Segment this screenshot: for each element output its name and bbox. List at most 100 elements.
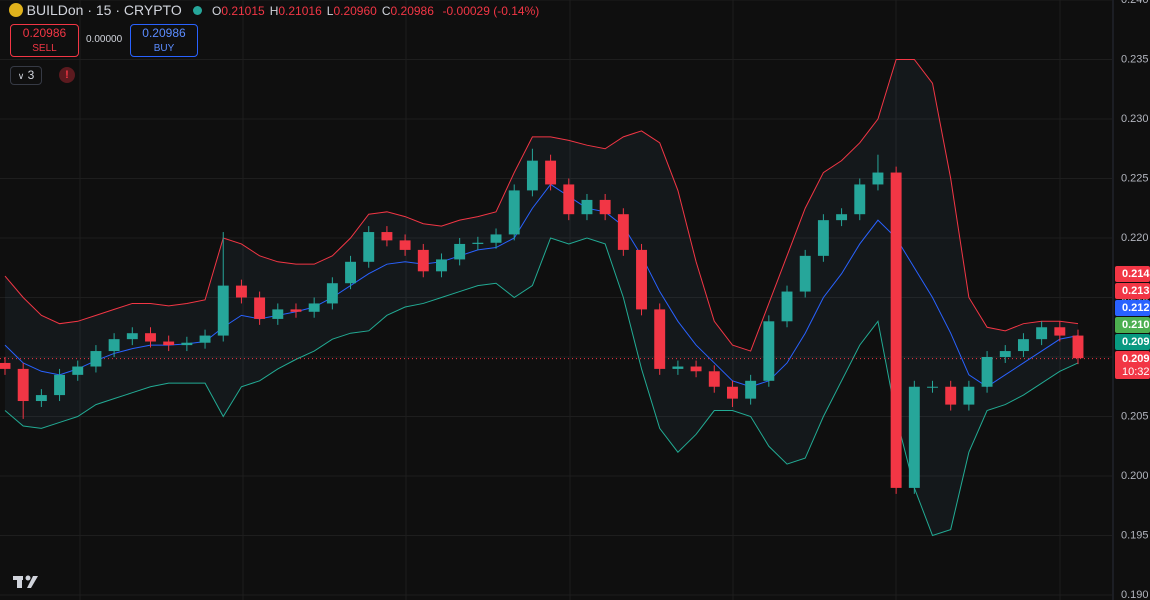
candle-body [799,255,811,292]
price-badge [1115,334,1150,350]
price-badge-label: 0.209 [1122,353,1150,365]
buy-label: BUY [153,43,175,54]
y-tick-label: 0.235 [1121,53,1149,65]
candle-body [35,395,47,402]
ohlc: O0.21015 H0.21016 L0.20960 C0.20986 [212,3,439,18]
price-badge-label: 0.210 [1122,319,1150,331]
candle-body [17,368,29,402]
change: -0.00029 (-0.14%) [442,4,540,18]
candle-body [745,380,757,399]
indicators-count: 3 [27,68,35,82]
price-badge-label: 0.214 [1122,268,1150,280]
candle-body [999,351,1011,357]
candle-body [672,366,684,369]
candle-body [908,386,920,488]
y-tick-label: 0.240 [1121,0,1149,6]
candle-body [145,333,156,342]
candle-body [363,232,375,262]
candle-body [854,184,866,215]
candle-body [963,386,975,405]
candle-body [272,309,284,319]
candle-body [654,309,666,369]
candle-body [1017,339,1029,352]
candle-body [508,190,520,235]
price-badge-timer: 10:32 [1122,366,1150,378]
candle-body [526,160,538,191]
candle-body [1036,327,1048,340]
candle-body [1054,327,1066,336]
ohlc-value: 0.21016 [278,4,322,18]
candle-body [181,342,193,346]
price-badge-label: 0.209 [1122,336,1150,348]
candle-body [126,333,138,340]
candle-body [763,321,775,381]
y-tick-label: 0.200 [1121,470,1149,482]
candle-body [599,199,611,215]
ohlc-value: 0.21015 [221,4,265,18]
candle-body [636,249,647,310]
candle-body [108,339,120,352]
candle-body [708,371,720,387]
symbol[interactable]: BUILDon · 15 · CRYPTO [26,2,182,18]
candle-body [72,366,84,375]
buy-button[interactable]: 0.20986 BUY [130,24,198,57]
candle-body [417,249,429,272]
candle-body [199,335,211,343]
y-tick-label: 0.220 [1121,232,1149,244]
candle-body [0,362,11,369]
ohlc-key: O [211,4,222,18]
candle-body [727,386,738,399]
error-icon[interactable]: ! [59,67,75,83]
candle-body [545,160,557,185]
sell-button[interactable]: 0.20986 SELL [10,24,79,57]
price-badge-label: 0.213 [1122,285,1150,297]
y-tick-label: 0.195 [1121,529,1149,541]
price-badge [1115,266,1150,282]
candle-body [690,366,702,372]
symbol-row: BUILDon · 15 · CRYPTO O0.21015 H0.21016 L0… [9,2,539,18]
price-badge [1115,351,1150,379]
price-badge [1115,283,1150,299]
candle-body [326,283,338,304]
spread: 0.00000 [86,34,123,45]
candle-body [781,291,793,322]
candle-body [290,309,302,312]
price-badge [1115,300,1150,316]
price-badge [1115,317,1150,333]
price-badge-label: 0.212 [1122,302,1150,314]
symbol-icon [9,3,23,17]
candle-body [981,357,993,387]
y-tick-label: 0.205 [1121,410,1149,422]
y-tick-label: 0.190 [1121,589,1149,600]
candle-body [872,172,884,185]
band-line [4,59,1079,352]
candle-body [217,285,229,336]
candle-body [163,341,175,346]
candle-body [399,240,411,250]
candle-body [308,303,320,312]
candle-body [1072,335,1084,359]
status-dot [193,6,203,15]
indicators-toggle[interactable]: ∨ 3 [10,66,42,85]
ohlc-key: C [381,4,391,18]
candle-body [454,243,466,260]
candle-body [472,242,484,244]
candle-body [817,220,829,256]
ohlc-key: H [269,4,279,18]
tv-logo [13,575,38,588]
buy-price: 0.20986 [142,26,186,40]
candle-body [90,351,102,367]
candle-body [254,297,266,319]
ohlc-key: L [326,4,334,18]
sell-price: 0.20986 [22,26,67,40]
candle-body [490,234,502,243]
chevron: ∨ [17,71,25,81]
band-fill [5,59,1078,536]
candle-body [345,261,356,284]
candle-body [890,172,902,488]
candle-body [235,285,247,298]
candle-body [617,214,629,250]
candle-body [381,232,393,241]
